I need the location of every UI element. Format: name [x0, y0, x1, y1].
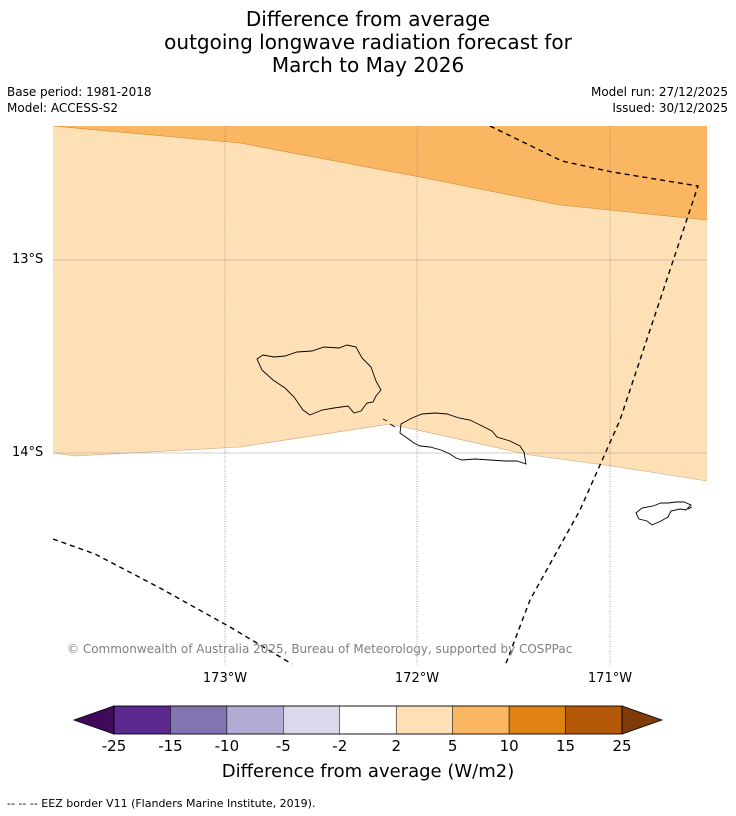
issued-date: Issued: 30/12/2025 [612, 101, 728, 115]
colorbar-bin--10-to--5 [226, 705, 284, 735]
colorbar-label: Difference from average (W/m2) [221, 761, 515, 782]
colorbar-bin--15-to--10 [170, 705, 228, 735]
chart-title: Difference from average outgoing longwav… [0, 8, 736, 77]
meta-right: Model run: 27/12/2025 Issued: 30/12/2025 [591, 84, 728, 116]
colorbar-tick-10: 10 [499, 737, 519, 755]
island-savaii [256, 344, 382, 416]
lat-label-13s: 13°S [12, 252, 44, 267]
eez-border-west [53, 538, 293, 665]
colorbar-tick-5: 5 [447, 737, 458, 755]
title-line-3: March to May 2026 [271, 53, 465, 77]
colorbar-bin--5-to--2 [283, 705, 341, 735]
island-tutuila [635, 501, 693, 526]
colorbar-tick--10: -10 [214, 737, 240, 755]
colorbar-tick-25: 25 [612, 737, 632, 755]
region-5-to-10 [53, 126, 707, 220]
colorbar-bin-10-to-15 [508, 705, 566, 735]
colorbar-tick-2: 2 [391, 737, 401, 755]
colorbar-extend-low [72, 705, 115, 735]
island-upolu [382, 412, 527, 465]
lon-label-172w: 172°W [394, 671, 440, 686]
colorbar-tick--25: -25 [101, 737, 127, 755]
colorbar-bin-5-to-10 [452, 705, 510, 735]
base-period: Base period: 1981-2018 [7, 85, 152, 99]
colorbar-extend-high [621, 705, 664, 735]
colorbar-bin-15-to-25 [565, 705, 623, 735]
colorbar [72, 705, 664, 735]
title-line-2: outgoing longwave radiation forecast for [164, 30, 572, 54]
colorbar-outline [113, 705, 623, 735]
eez-border-east [489, 126, 699, 666]
colorbar-tick-15: 15 [556, 737, 576, 755]
model-run: Model run: 27/12/2025 [590, 85, 728, 99]
map-area [53, 126, 707, 666]
title-line-1: Difference from average [245, 7, 491, 31]
lon-label-171w: 171°W [587, 671, 633, 686]
colorbar-bin--2-to-2 [339, 705, 397, 735]
colorbar-tick--5: -5 [275, 737, 291, 755]
colorbar-bin-2-to-5 [395, 705, 453, 735]
lat-label-14s: 14°S [12, 445, 44, 460]
lon-label-173w: 173°W [202, 671, 248, 686]
colorbar-tick--15: -15 [158, 737, 183, 755]
copyright-text: © Commonwealth of Australia 2025, Bureau… [67, 642, 573, 656]
meta-left: Base period: 1981-2018 Model: ACCESS-S2 [7, 84, 152, 116]
region-2-to-5 [53, 126, 707, 481]
eez-footnote: -- -- -- EEZ border V11 (Flanders Marine… [7, 797, 316, 810]
model-name: Model: ACCESS-S2 [7, 101, 119, 115]
colorbar-bin--25-to--15 [113, 705, 171, 735]
contour-line-5 [53, 126, 707, 221]
colorbar-tick--2: -2 [332, 737, 348, 755]
